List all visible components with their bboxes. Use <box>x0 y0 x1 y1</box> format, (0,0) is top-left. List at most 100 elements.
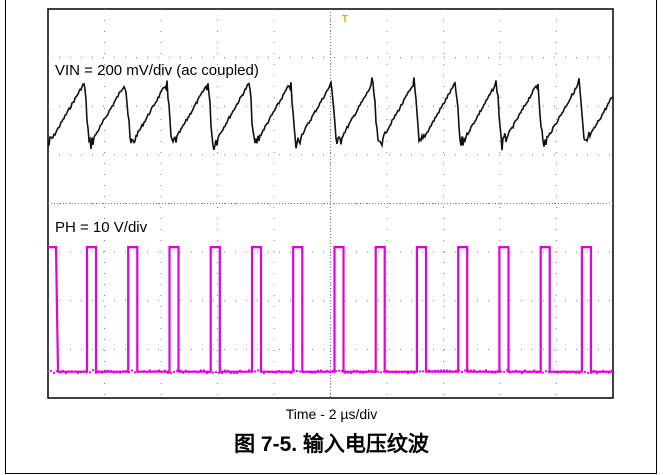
ph-noise <box>145 370 149 373</box>
ph-noise <box>226 369 230 372</box>
ph-noise <box>472 369 476 372</box>
ph-noise <box>151 370 155 373</box>
ph-noise <box>88 371 92 374</box>
ph-noise <box>244 370 248 373</box>
ph-noise <box>217 371 221 375</box>
ph-noise <box>436 369 440 372</box>
ph-noise <box>379 371 383 374</box>
ph-noise <box>130 369 134 372</box>
ph-noise <box>235 372 239 375</box>
ph-noise <box>385 369 389 372</box>
ph-noise <box>259 370 263 373</box>
ph-noise <box>607 371 611 374</box>
ph-noise <box>508 371 512 374</box>
ph-noise <box>184 369 188 372</box>
ph-noise <box>208 371 212 374</box>
ph-noise <box>199 369 203 372</box>
ph-noise <box>589 371 593 374</box>
ph-noise <box>433 369 437 372</box>
ph-noise <box>127 371 131 374</box>
ph-noise <box>574 371 578 374</box>
ch2-label: PH = 10 V/div <box>55 219 148 236</box>
ph-noise <box>49 369 53 372</box>
ph-noise <box>571 371 575 374</box>
ph-noise <box>76 371 80 375</box>
ph-noise <box>445 369 449 372</box>
ph-noise <box>295 369 299 373</box>
ph-noise <box>253 370 257 373</box>
ph-noise <box>529 370 533 374</box>
ph-noise <box>337 369 341 372</box>
ph-noise <box>466 369 470 372</box>
ph-noise <box>463 369 467 372</box>
ph-noise <box>448 369 452 372</box>
ph-noise <box>442 369 446 372</box>
ph-noise <box>100 371 104 374</box>
ph-noise <box>55 370 59 373</box>
ph-noise <box>301 371 305 374</box>
ph-noise <box>487 370 491 373</box>
ph-noise <box>106 369 110 372</box>
ph-noise <box>280 371 284 374</box>
ph-noise <box>193 370 197 373</box>
ph-noise <box>418 370 422 373</box>
ph-noise <box>505 369 509 372</box>
ph-noise <box>562 370 566 373</box>
ph-noise <box>307 371 311 374</box>
ph-noise <box>268 371 272 374</box>
ph-noise <box>70 370 74 373</box>
ph-noise <box>175 369 179 372</box>
ph-noise <box>265 370 269 373</box>
ph-noise <box>469 369 473 372</box>
ph-noise <box>415 369 419 372</box>
ph-noise <box>535 371 539 374</box>
ph-noise <box>157 369 161 372</box>
ph-noise <box>304 370 308 373</box>
ch1-label: VIN = 200 mV/div (ac coupled) <box>55 62 259 79</box>
ph-noise <box>391 371 395 374</box>
ph-noise <box>298 370 302 373</box>
ph-noise <box>577 371 581 375</box>
ph-noise <box>334 370 338 373</box>
ph-noise <box>325 369 329 372</box>
ph-noise <box>481 370 485 373</box>
ph-noise <box>493 371 497 374</box>
ph-noise <box>595 372 599 375</box>
ph-noise <box>343 371 347 374</box>
ph-noise <box>394 371 398 374</box>
ph-noise <box>178 369 182 372</box>
x-axis-label: Time - 2 µs/div <box>285 406 378 422</box>
ph-noise <box>484 369 488 372</box>
ph-noise <box>592 369 596 372</box>
ph-noise <box>190 370 194 373</box>
ph-noise <box>328 371 332 374</box>
ph-noise <box>559 371 563 374</box>
ph-noise <box>256 369 260 372</box>
ph-noise <box>67 370 71 373</box>
ph-noise <box>181 371 185 374</box>
ph-noise <box>382 370 386 373</box>
ph-noise <box>580 369 584 372</box>
ph-noise <box>322 370 326 374</box>
ph-noise <box>289 371 293 375</box>
ph-noise <box>544 370 548 373</box>
ph-noise <box>136 370 140 373</box>
ph-noise <box>82 370 86 373</box>
ph-noise <box>223 369 227 372</box>
ph-noise <box>112 371 116 374</box>
ph-noise <box>511 370 515 373</box>
ph-noise <box>373 371 377 374</box>
ph-noise <box>271 371 275 374</box>
graticule <box>48 9 613 398</box>
ph-noise <box>586 371 590 374</box>
ph-noise <box>553 371 557 374</box>
ph-noise <box>400 370 404 374</box>
ph-noise <box>460 370 464 374</box>
ph-noise <box>598 371 602 374</box>
ph-noise <box>313 371 317 374</box>
ph-noise <box>118 371 122 374</box>
ph-noise <box>64 372 68 375</box>
ph-noise <box>523 369 527 372</box>
ph-noise <box>412 371 416 375</box>
ph-noise <box>310 371 314 374</box>
